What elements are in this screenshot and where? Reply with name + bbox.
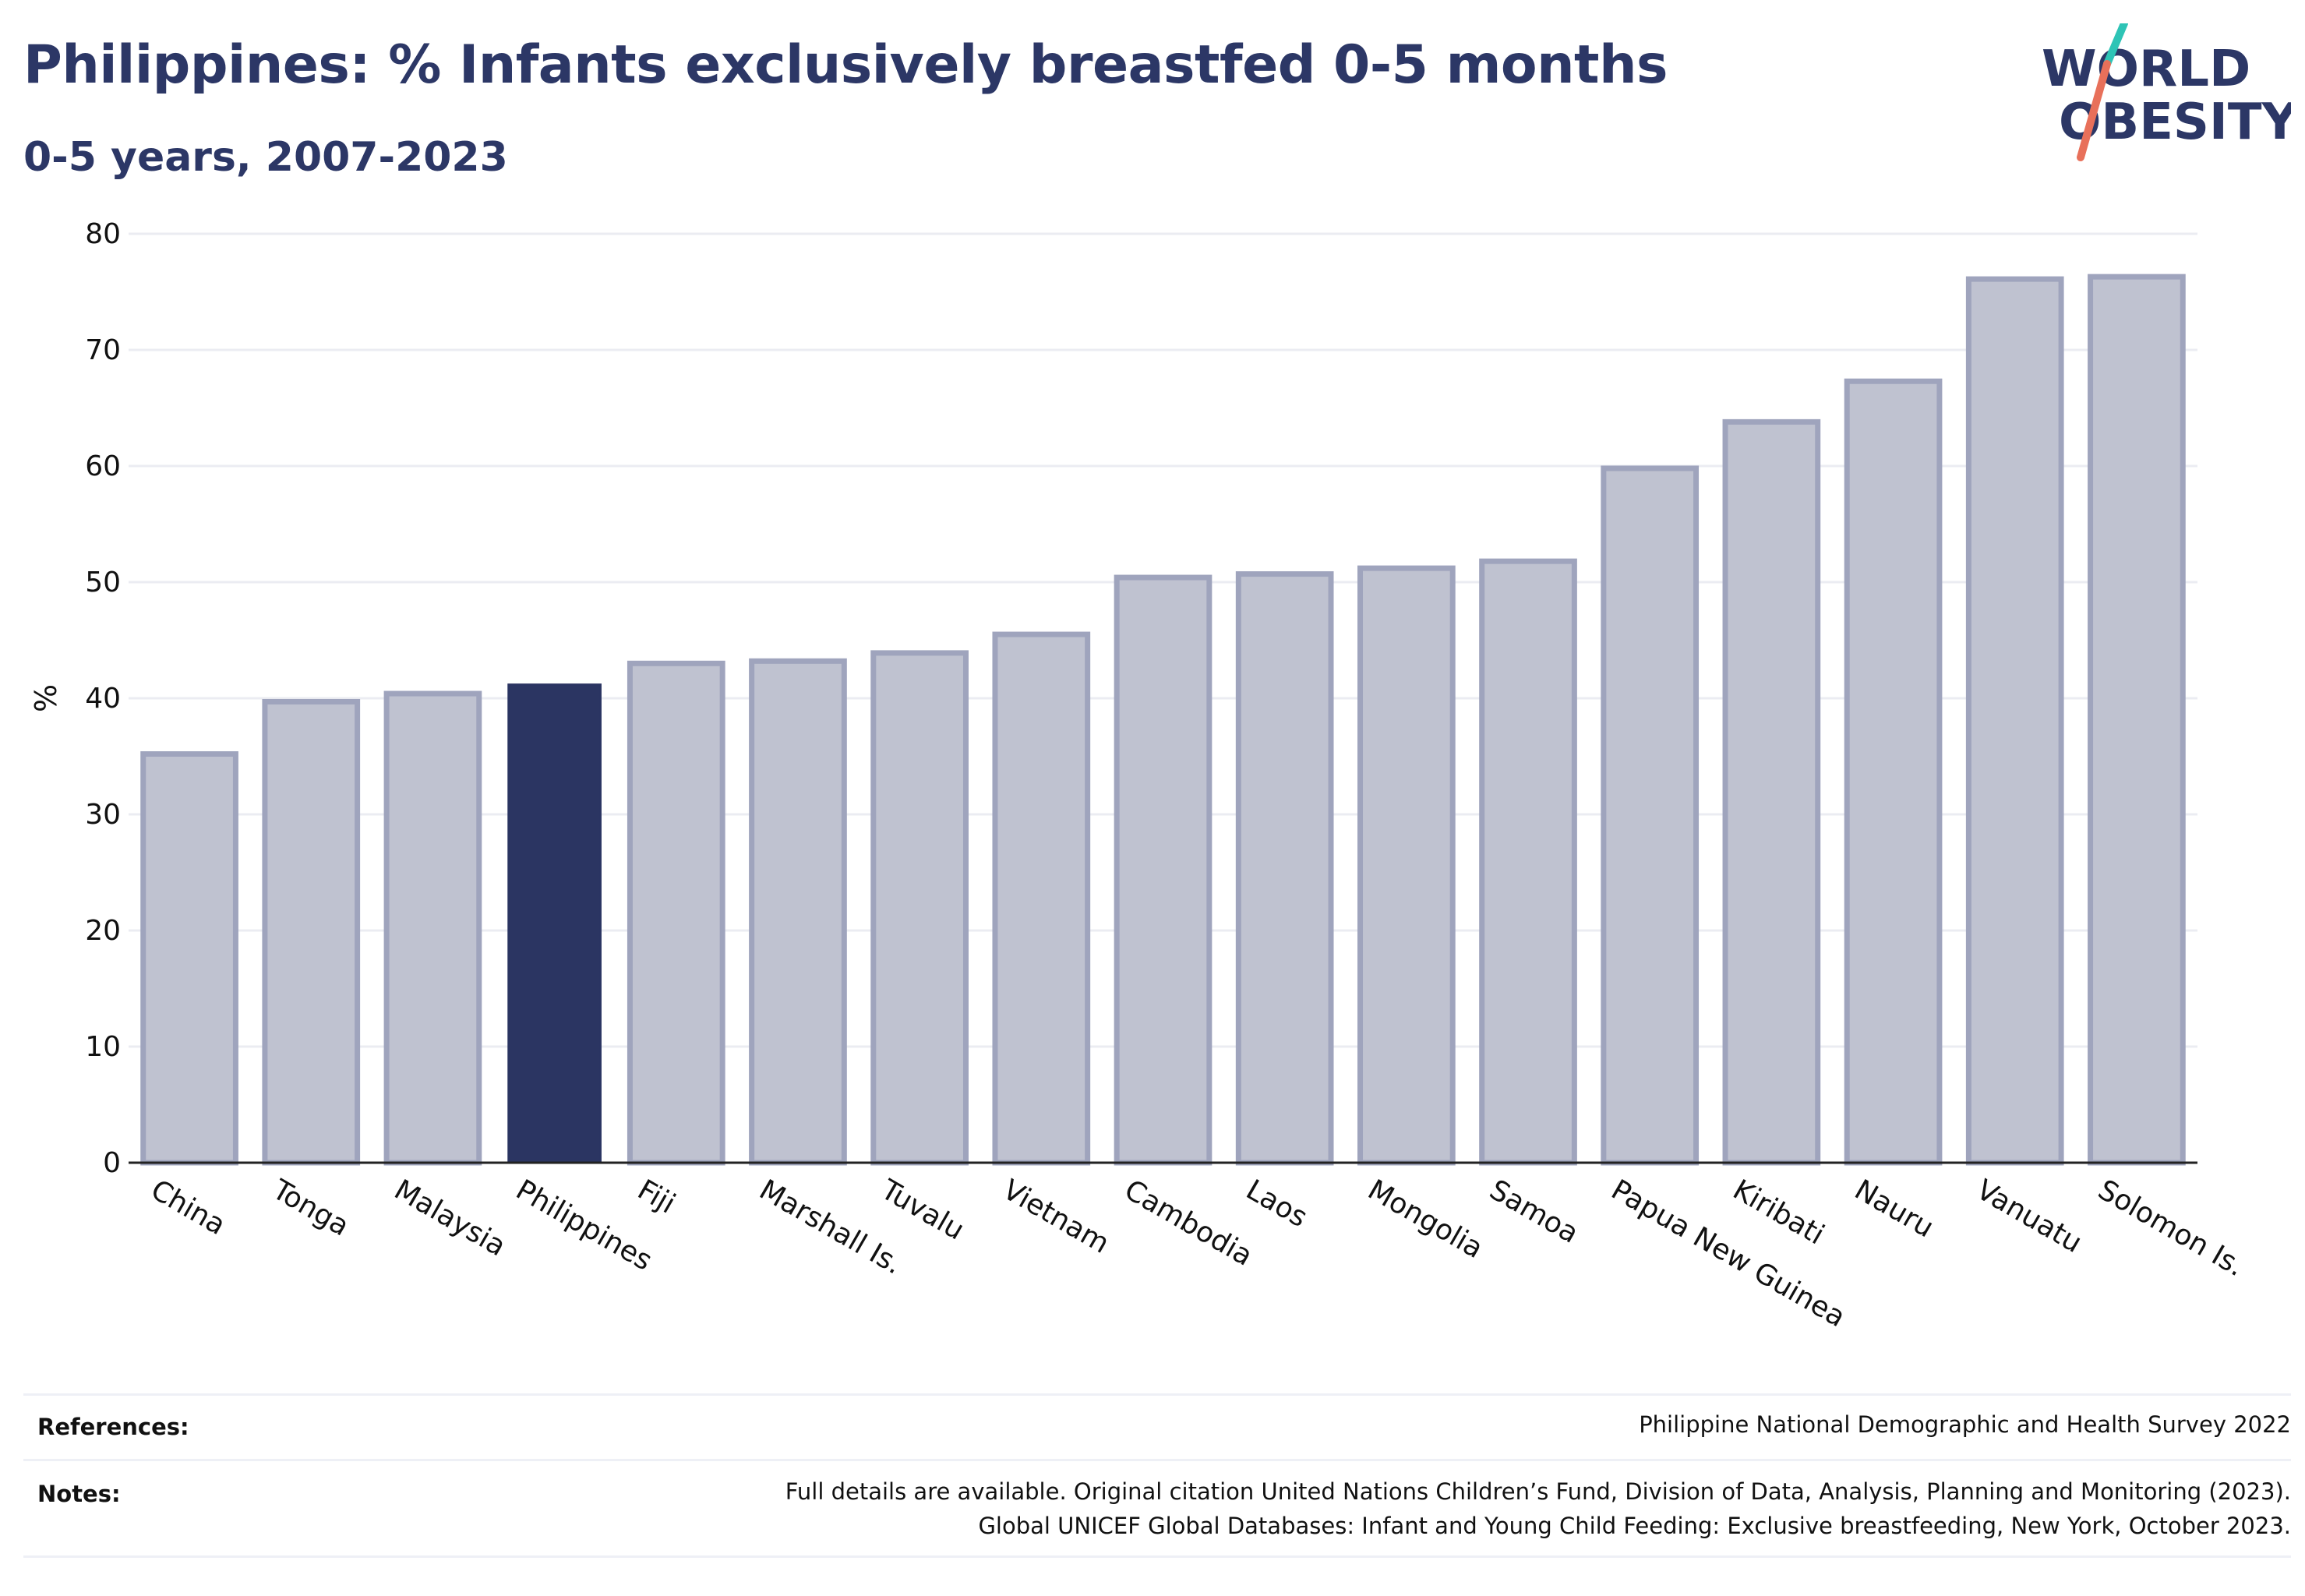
y-tick-label: 10	[85, 1031, 121, 1063]
x-tick-label: Kiribati	[1728, 1174, 1830, 1251]
bar-tuvalu	[870, 650, 969, 1166]
bar-tonga	[262, 698, 361, 1166]
world-obesity-logo: WORLD OBESITY	[2042, 23, 2291, 161]
notes-line-2: Global UNICEF Global Databases: Infant a…	[978, 1513, 2291, 1539]
x-tick-label: Papua New Guinea	[1606, 1174, 1851, 1333]
notes-line-1: Full details are available. Original cit…	[785, 1478, 2291, 1505]
bar-solomon-is	[2088, 274, 2186, 1166]
x-tick-label: Nauru	[1849, 1174, 1939, 1244]
chart-bars	[140, 274, 2186, 1166]
x-tick-label: Samoa	[1484, 1174, 1584, 1250]
x-tick-label: Vanuatu	[1971, 1174, 2087, 1259]
y-tick-label: 70	[85, 334, 121, 366]
x-tick-label: Cambodia	[1119, 1174, 1258, 1273]
bar-samoa	[1479, 558, 1577, 1166]
bar-philippines	[507, 683, 602, 1163]
x-tick-label: Vietnam	[997, 1174, 1114, 1260]
logo-line1: WORLD	[2042, 41, 2250, 98]
y-tick-label: 50	[85, 567, 121, 598]
chart-subtitle: 0-5 years, 2007-2023	[23, 134, 508, 181]
footer-divider-top	[23, 1393, 2291, 1396]
x-tick-label: Solomon Is.	[2092, 1174, 2250, 1283]
y-tick-label: 40	[85, 683, 121, 715]
bar-laos	[1235, 571, 1334, 1166]
bar-vietnam	[992, 631, 1091, 1166]
bar-malaysia	[383, 690, 482, 1166]
footer-divider-bottom	[23, 1555, 2291, 1558]
footer-divider-middle	[23, 1459, 2291, 1461]
x-tick-label: Malaysia	[389, 1174, 511, 1262]
logo-slash-bottom	[2077, 60, 2111, 161]
x-tick-label: Mongolia	[1362, 1174, 1488, 1265]
y-tick-label: 0	[103, 1147, 121, 1179]
bar-chart: 0 10 20 30 40 50 60 70 80 China Tonga Malaysia Phil…	[29, 218, 2250, 1334]
x-tick-label: Fiji	[632, 1174, 680, 1220]
y-tick-label: 80	[85, 218, 121, 250]
chart-title: Philippines: % Infants exclusively breas…	[23, 34, 1668, 96]
y-axis-tick-labels: 0 10 20 30 40 50 60 70 80	[85, 218, 121, 1179]
x-tick-label: China	[146, 1174, 231, 1241]
x-tick-label: Philippines	[510, 1174, 657, 1276]
references-text: Philippine National Demographic and Heal…	[1639, 1411, 2291, 1438]
notes-row: Notes: Full details are available. Origi…	[23, 1474, 2291, 1552]
bar-kiribati	[1722, 418, 1821, 1166]
bar-marshall-is	[749, 658, 847, 1166]
y-axis-label: %	[29, 684, 63, 712]
bar-papua-new-guinea	[1601, 465, 1700, 1166]
bar-nauru	[1844, 378, 1943, 1166]
notes-text: Full details are available. Original cit…	[785, 1474, 2291, 1543]
references-label: References:	[37, 1414, 189, 1440]
y-tick-label: 60	[85, 450, 121, 482]
y-tick-label: 30	[85, 799, 121, 831]
logo-slash-top	[2103, 23, 2128, 68]
notes-label: Notes:	[37, 1481, 121, 1507]
bar-china	[140, 751, 238, 1166]
x-tick-label: Tuvalu	[875, 1174, 969, 1247]
bar-fiji	[627, 660, 725, 1166]
bar-mongolia	[1357, 565, 1456, 1166]
x-tick-label: Tonga	[267, 1174, 355, 1243]
y-tick-label: 20	[85, 915, 121, 947]
x-tick-label: Laos	[1241, 1174, 1312, 1234]
bar-vanuatu	[1965, 276, 2064, 1166]
references-row: References: Philippine National Demograp…	[23, 1407, 2291, 1446]
bar-cambodia	[1114, 574, 1213, 1166]
